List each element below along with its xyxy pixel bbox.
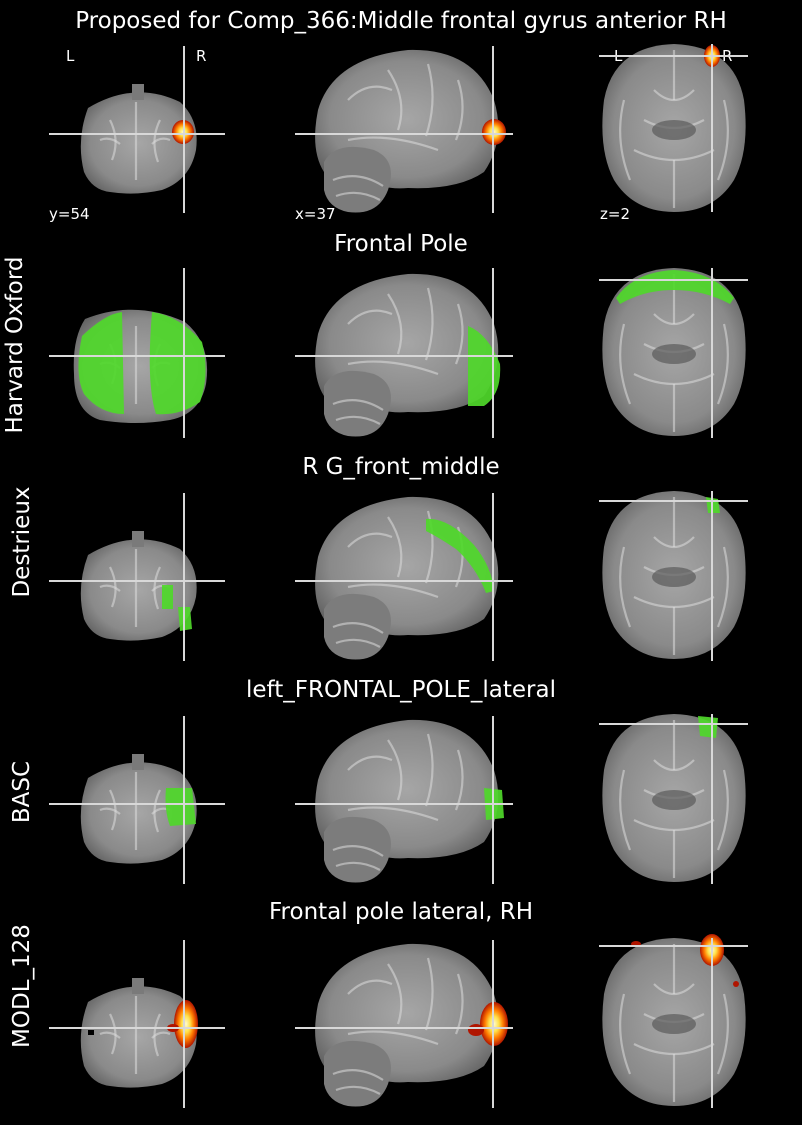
axial-slice-2: [599, 491, 748, 661]
coronal-brain: [80, 986, 197, 1088]
coronal-cut-coord: y=54: [49, 205, 90, 223]
orientation-left-label: L: [66, 47, 75, 65]
coronal-slice-1: [49, 268, 225, 438]
coronal-atlas-region-right: [149, 312, 206, 415]
row-title-harvard-oxford: Frontal Pole: [334, 231, 468, 257]
sagittal-slice-3: [295, 716, 513, 884]
row-label-basc: BASC: [9, 760, 35, 824]
coronal-brain: [80, 539, 197, 641]
row-title-destrieux: R G_front_middle: [302, 454, 500, 480]
coronal-atlas-region: [165, 788, 196, 826]
axial-atlas-region: [616, 270, 734, 304]
coronal-slice-4: [49, 940, 225, 1108]
coronal-slice-3: [49, 716, 225, 884]
row-title-basc: left_FRONTAL_POLE_lateral: [246, 677, 556, 703]
sagittal-slice-2: [295, 493, 513, 661]
coronal-activation: [174, 1000, 198, 1048]
axial-cut-coord: z=2: [600, 205, 630, 223]
axial-atlas-region: [698, 716, 718, 738]
orientation-right-label: R: [196, 47, 207, 65]
sagittal-slice-0: [295, 46, 513, 213]
sagittal-atlas-region: [426, 518, 494, 593]
axial-slice-3: [599, 714, 748, 884]
sagittal-cut-coord: x=37: [295, 205, 336, 223]
coronal-brain: [80, 92, 197, 194]
coronal-atlas-region-left: [78, 312, 124, 414]
coronal-atlas-region-upper: [162, 585, 173, 609]
coronal-slice-0: [49, 46, 225, 213]
sagittal-slice-1: [295, 268, 513, 438]
figure-title: Proposed for Comp_366:Middle frontal gyr…: [75, 8, 727, 34]
axial-slice-4: [599, 934, 748, 1108]
axial-slice-0: [599, 44, 748, 212]
row-label-destrieux: Destrieux: [9, 486, 35, 598]
coronal-brain: [80, 762, 197, 864]
row-title-modl: Frontal pole lateral, RH: [269, 899, 533, 925]
sagittal-slice-4: [295, 940, 513, 1108]
axial-slice-1: [599, 268, 748, 438]
row-label-modl: MODL_128: [9, 924, 35, 1048]
coronal-slice-2: [49, 493, 225, 661]
